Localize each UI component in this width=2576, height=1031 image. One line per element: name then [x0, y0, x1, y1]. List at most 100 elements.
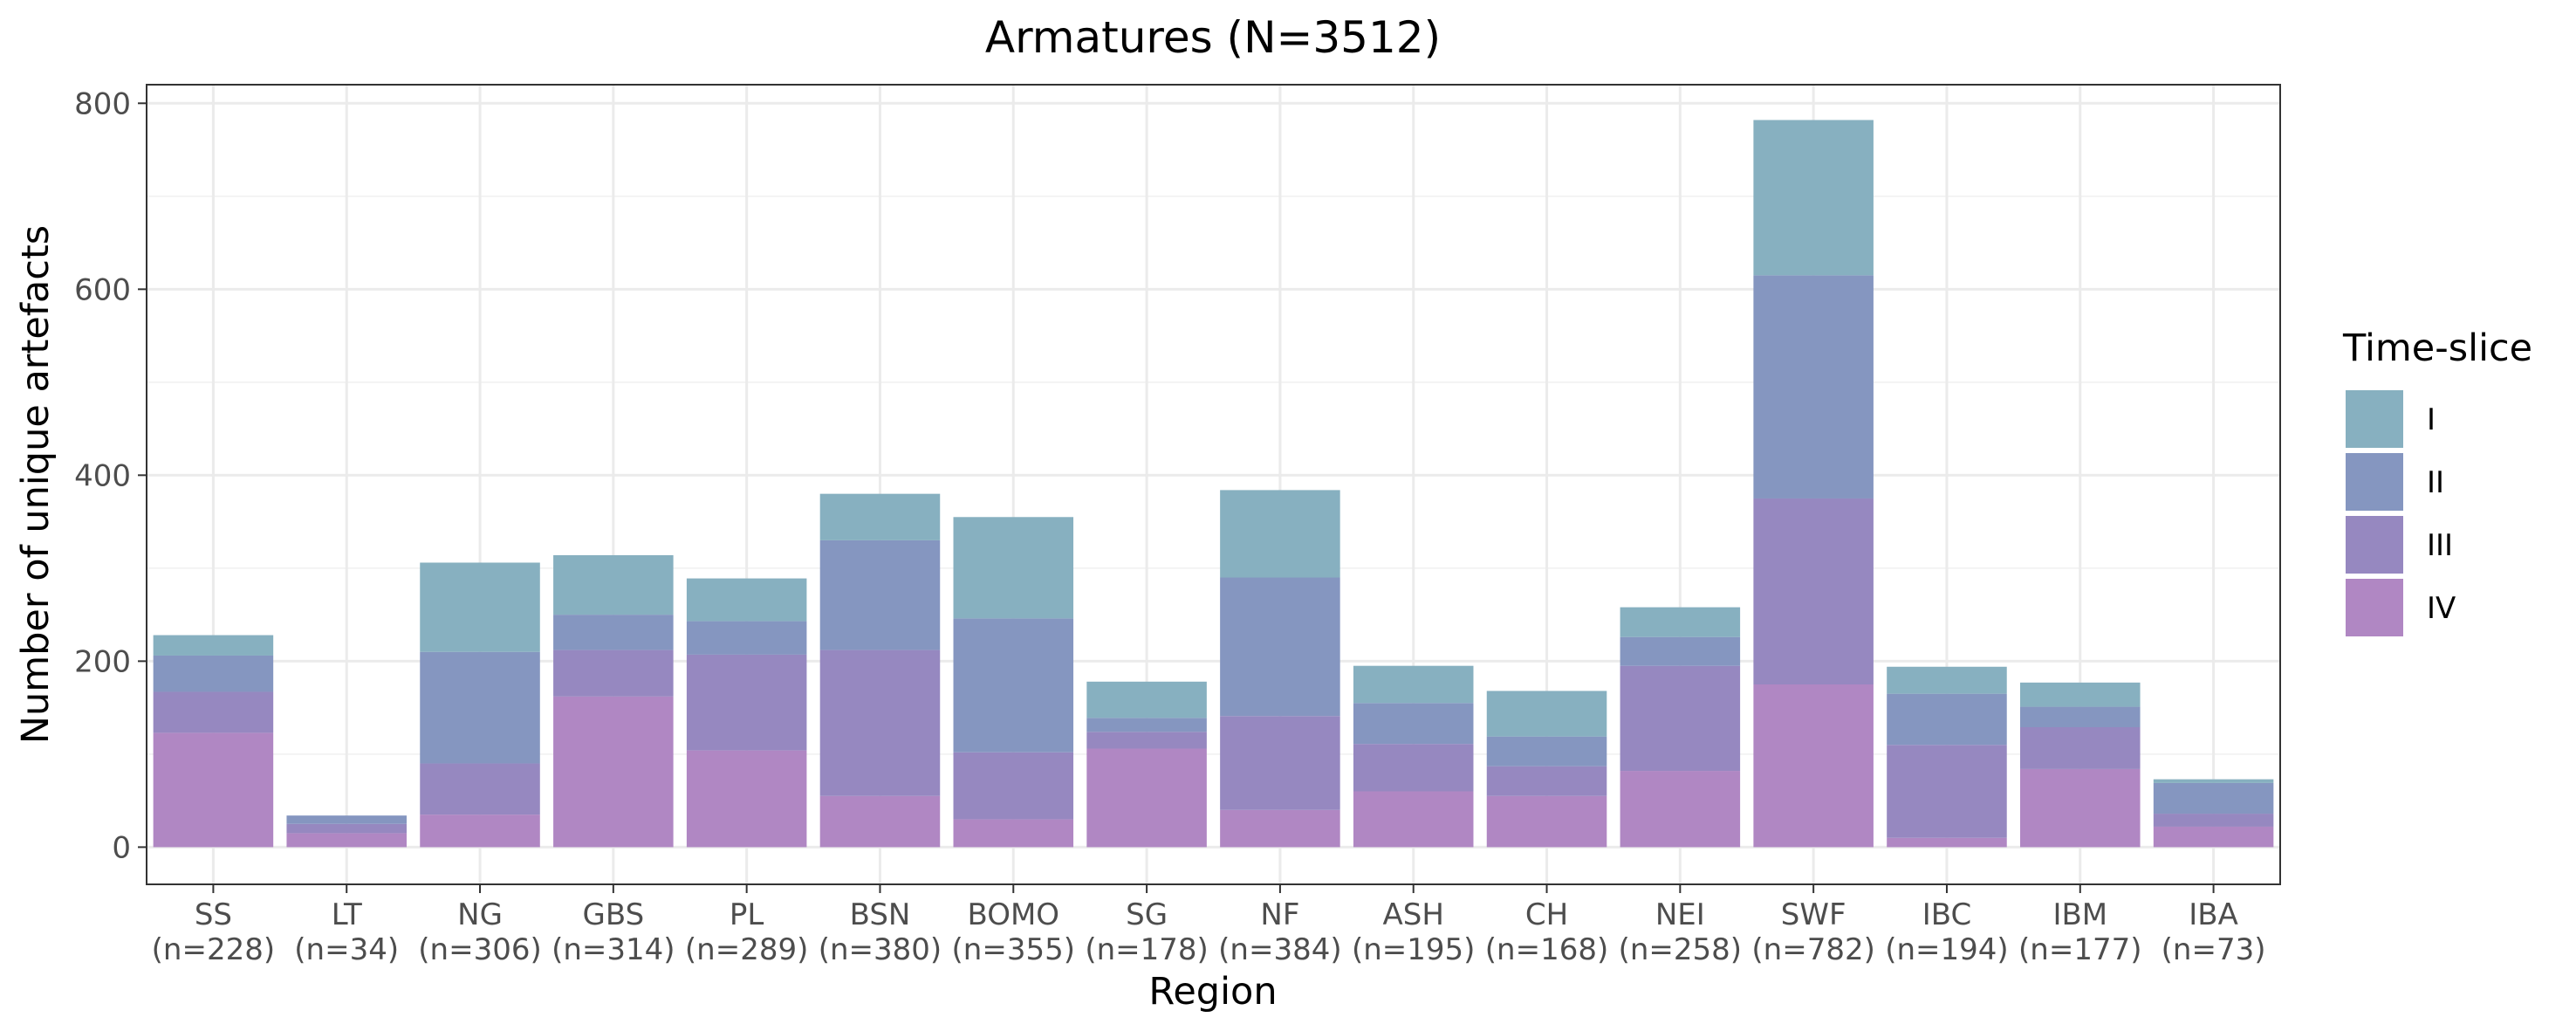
- bar-segment-PL-II: [686, 621, 807, 655]
- x-tick-label-region: SS: [195, 897, 232, 932]
- x-tick-label-region: IBM: [2052, 897, 2107, 932]
- bar-segment-SWF-II: [1753, 275, 1874, 498]
- bar-segment-SS-III: [153, 691, 274, 733]
- x-axis: SS(n=228)LT(n=34)NG(n=306)GBS(n=314)PL(n…: [152, 884, 2266, 967]
- bar-segment-IBA-IV: [2153, 826, 2274, 848]
- bar-segment-IBM-II: [2020, 706, 2141, 727]
- x-tick-label-region: IBA: [2189, 897, 2238, 932]
- legend-title: Time-slice: [2342, 326, 2532, 370]
- x-tick-label-region: ASH: [1383, 897, 1444, 932]
- bar-segment-SG-I: [1086, 681, 1207, 718]
- bar-segment-NF-I: [1220, 490, 1340, 578]
- bar-segment-GBS-II: [553, 615, 674, 650]
- legend-key-III: [2346, 516, 2403, 574]
- bar-segment-SG-IV: [1086, 748, 1207, 848]
- bar-segment-IBC-III: [1887, 745, 2007, 838]
- bar-segment-IBC-I: [1887, 666, 2007, 694]
- bar-segment-ASH-III: [1353, 744, 1474, 792]
- bar-segment-LT-IV: [286, 833, 407, 848]
- x-tick-label-region: PL: [730, 897, 764, 932]
- bar-segment-SG-III: [1086, 732, 1207, 749]
- x-tick-label-count: (n=177): [2018, 932, 2141, 967]
- y-tick-label: 600: [74, 272, 131, 307]
- y-axis-title: Number of unique artefacts: [14, 225, 58, 744]
- bars: [153, 120, 2274, 848]
- x-tick-label-count: (n=258): [1619, 932, 1742, 967]
- x-tick-label-count: (n=782): [1751, 932, 1874, 967]
- bar-segment-NG-I: [420, 562, 540, 652]
- y-tick-label: 400: [74, 458, 131, 493]
- bar-segment-NG-III: [420, 763, 540, 815]
- bar-segment-SS-I: [153, 635, 274, 656]
- bar-segment-NG-II: [420, 651, 540, 764]
- bar-segment-SWF-I: [1753, 120, 1874, 276]
- bar-segment-IBC-II: [1887, 693, 2007, 746]
- bar-segment-IBM-III: [2020, 726, 2141, 769]
- x-tick-label-count: (n=73): [2162, 932, 2266, 967]
- bar-segment-BOMO-III: [953, 752, 1074, 820]
- bar-segment-PL-I: [686, 578, 807, 622]
- y-axis: 0 200 400 600 800: [74, 86, 147, 865]
- x-tick-label-region: IBC: [1922, 897, 1972, 932]
- x-tick-label-region: LT: [332, 897, 362, 932]
- bar-segment-BOMO-IV: [953, 819, 1074, 848]
- legend-label-I: I: [2427, 402, 2436, 437]
- legend-label-II: II: [2427, 465, 2444, 500]
- bar-segment-SWF-III: [1753, 498, 1874, 684]
- bar-segment-ASH-IV: [1353, 791, 1474, 848]
- bar-segment-CH-IV: [1486, 795, 1607, 848]
- x-tick-label-count: (n=380): [819, 932, 942, 967]
- x-tick-label-count: (n=355): [952, 932, 1075, 967]
- x-tick-label-count: (n=195): [1352, 932, 1475, 967]
- bar-segment-BSN-IV: [819, 795, 941, 848]
- bar-segment-IBM-IV: [2020, 768, 2141, 848]
- x-tick-label-region: BOMO: [967, 897, 1059, 932]
- y-tick-label: 0: [112, 830, 131, 865]
- x-tick-label-region: NEI: [1655, 897, 1705, 932]
- bar-segment-ASH-II: [1353, 703, 1474, 745]
- bar-segment-IBA-II: [2153, 782, 2274, 814]
- x-tick-label-region: SG: [1126, 897, 1168, 932]
- legend-label-IV: IV: [2427, 591, 2456, 626]
- legend-key-II: [2346, 453, 2403, 511]
- bar-segment-BSN-I: [819, 493, 941, 540]
- bar-segment-NF-IV: [1220, 809, 1340, 848]
- x-tick-label-region: NG: [457, 897, 503, 932]
- x-axis-title: Region: [1148, 970, 1277, 1014]
- y-tick-label: 800: [74, 86, 131, 121]
- x-tick-label-count: (n=306): [418, 932, 541, 967]
- bar-segment-NEI-II: [1620, 636, 1741, 666]
- chart-title: Armatures (N=3512): [985, 12, 1441, 63]
- bar-segment-ASH-I: [1353, 665, 1474, 704]
- bar-segment-IBC-IV: [1887, 837, 2007, 848]
- bar-segment-NEI-IV: [1620, 771, 1741, 848]
- bar-segment-CH-III: [1486, 766, 1607, 796]
- x-tick-label-count: (n=228): [152, 932, 275, 967]
- bar-segment-GBS-IV: [553, 696, 674, 848]
- x-tick-label-region: NF: [1260, 897, 1299, 932]
- bar-segment-NG-IV: [420, 814, 540, 848]
- bar-segment-NF-II: [1220, 577, 1340, 717]
- x-tick-label-region: SWF: [1781, 897, 1846, 932]
- bar-segment-PL-IV: [686, 750, 807, 848]
- bar-segment-NEI-I: [1620, 607, 1741, 637]
- legend-key-I: [2346, 390, 2403, 448]
- bar-segment-LT-II: [286, 815, 407, 824]
- x-tick-label-region: GBS: [583, 897, 645, 932]
- legend-label-III: III: [2427, 528, 2453, 563]
- bar-segment-LT-III: [286, 823, 407, 834]
- legend-key-IV: [2346, 579, 2403, 636]
- bar-segment-SWF-IV: [1753, 684, 1874, 848]
- bar-segment-IBA-I: [2153, 779, 2274, 783]
- bar-segment-GBS-III: [553, 650, 674, 697]
- bar-segment-PL-III: [686, 654, 807, 751]
- x-tick-label-count: (n=384): [1218, 932, 1341, 967]
- bar-segment-GBS-I: [553, 554, 674, 615]
- bar-segment-NEI-III: [1620, 665, 1741, 772]
- y-tick-label: 200: [74, 644, 131, 679]
- bar-segment-BOMO-I: [953, 517, 1074, 619]
- bar-segment-SS-II: [153, 655, 274, 692]
- x-tick-label-count: (n=178): [1085, 932, 1208, 967]
- x-tick-label-count: (n=34): [294, 932, 399, 967]
